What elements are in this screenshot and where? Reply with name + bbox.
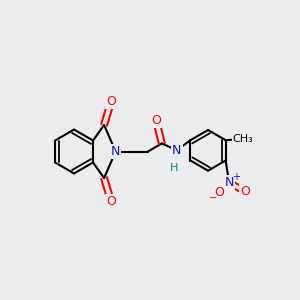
Text: O: O — [214, 186, 224, 199]
Text: O: O — [106, 95, 116, 108]
Text: N: N — [111, 145, 120, 158]
Text: +: + — [232, 172, 240, 182]
Text: CH₃: CH₃ — [232, 134, 253, 144]
Text: N: N — [172, 144, 182, 157]
Text: N: N — [224, 176, 234, 189]
Text: −: − — [209, 193, 217, 203]
Text: O: O — [106, 195, 116, 208]
Text: H: H — [170, 163, 179, 173]
Text: O: O — [151, 114, 161, 127]
Text: O: O — [240, 185, 250, 198]
